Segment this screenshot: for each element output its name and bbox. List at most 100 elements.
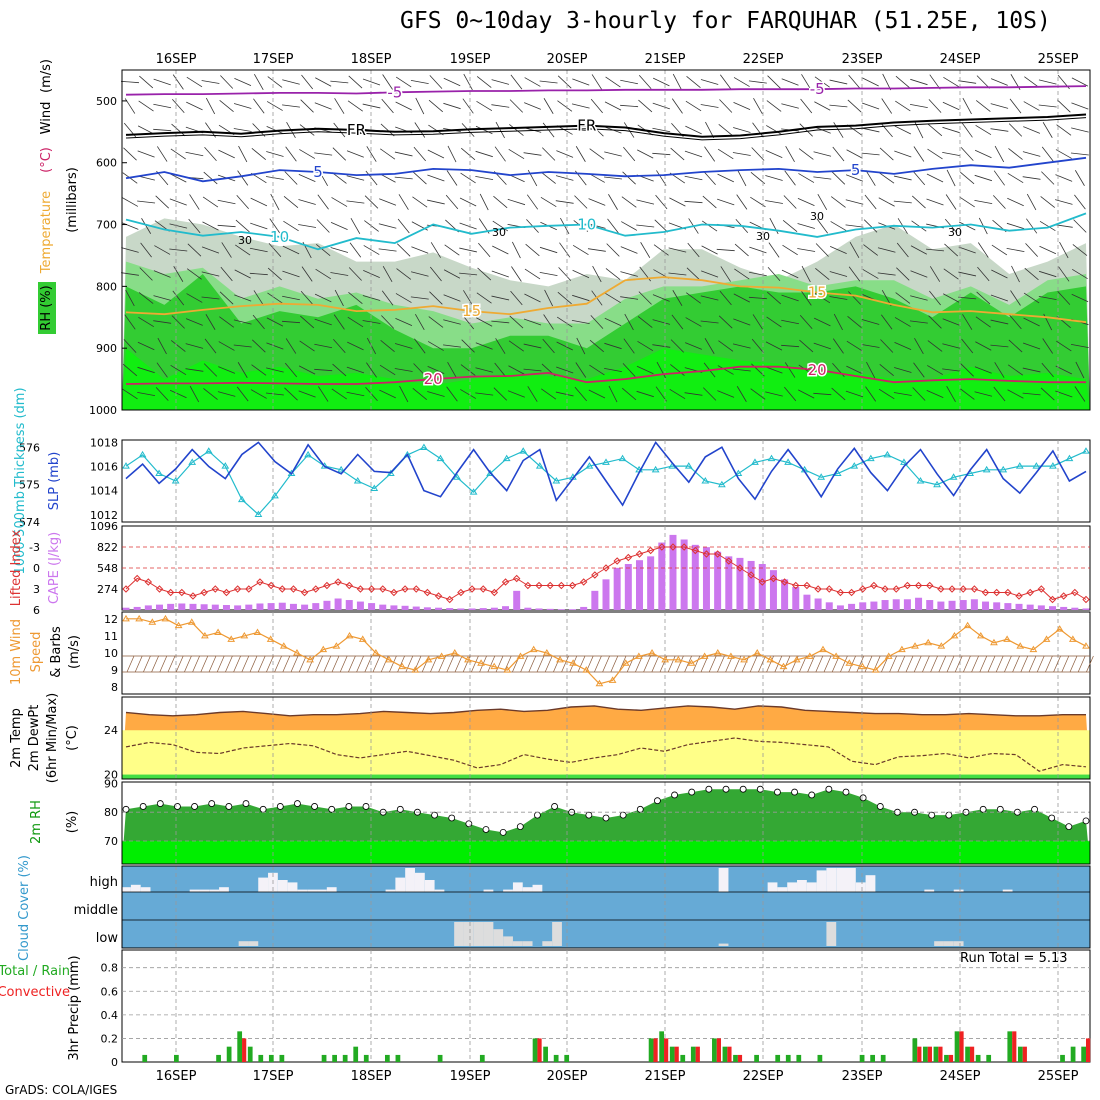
thickness-marker: [171, 477, 180, 484]
cape-bar: [881, 600, 889, 610]
wind-barb: [219, 291, 234, 305]
wind-barb: [636, 365, 654, 375]
wind-barb: [137, 200, 156, 204]
wind-barb: [217, 391, 236, 397]
wind-barb: [157, 337, 167, 355]
low-cloud-bar: [454, 922, 464, 946]
high-cloud-bar: [767, 882, 778, 892]
low-cloud-bar: [943, 941, 954, 946]
wind-barb: [123, 147, 137, 161]
wind-barb: [878, 388, 895, 400]
wind-barb: [702, 195, 717, 209]
wind-barb: [265, 392, 284, 396]
precip-tick-label: 0.4: [101, 1009, 119, 1022]
wind-barb: [347, 316, 364, 328]
surface-wind-barb: [331, 655, 340, 673]
wind-speed-marker: [371, 649, 380, 656]
wind-speed-marker: [332, 642, 341, 649]
wind-barb: [1023, 292, 1040, 304]
wind-speed-marker: [187, 618, 196, 625]
lifted-index-marker: [780, 578, 789, 586]
cape-bar: [323, 600, 331, 610]
lifted-index-marker: [948, 585, 956, 593]
wind-barb: [282, 295, 300, 301]
wind-barb: [330, 80, 349, 84]
pressure-tick-label: 900: [96, 342, 117, 355]
wind-barb: [479, 193, 489, 211]
wind-barb: [415, 313, 425, 331]
wind-barb: [608, 194, 618, 210]
wind-barb: [929, 266, 941, 282]
wind-barb: [380, 339, 395, 353]
wind-barb: [478, 242, 491, 258]
wind-barb: [881, 314, 893, 330]
wind-speed-marker: [924, 638, 933, 646]
lifted-index-marker: [836, 588, 845, 597]
high-cloud-bar: [1002, 889, 1013, 892]
cape-bar: [278, 602, 286, 610]
wind-barb: [733, 77, 750, 87]
wind-barb: [910, 295, 928, 301]
wind-barb: [153, 270, 171, 278]
wind-barb: [362, 295, 381, 301]
thickness-marker: [519, 447, 528, 454]
cape-bar: [167, 603, 175, 610]
wind-barb: [686, 267, 701, 281]
wind-barb: [909, 320, 928, 324]
wind-barb: [1056, 99, 1071, 113]
wind-barb: [253, 98, 265, 114]
surface-wind-barb: [577, 655, 586, 673]
thickness-marker: [751, 458, 759, 465]
wind-barb: [813, 151, 832, 157]
wind-barb: [1009, 314, 1022, 330]
wind-barb: [491, 295, 510, 301]
wind-barb: [800, 98, 813, 114]
wind-barb: [541, 147, 556, 161]
surface-wind-barb: [356, 655, 364, 673]
wind-barb: [121, 222, 139, 230]
date-label-bottom: 25SEP: [1038, 1069, 1079, 1084]
cape-bar: [1026, 604, 1034, 610]
wind-barb: [349, 242, 362, 258]
wind-barb: [234, 78, 252, 86]
wind-barb: [800, 290, 812, 306]
wind-barb: [395, 76, 412, 88]
surface-wind-barb: [946, 655, 955, 673]
wind-barb: [314, 293, 332, 303]
wind-barb: [235, 244, 251, 256]
high-cloud-bar: [532, 884, 543, 892]
lifted-index-marker: [222, 588, 231, 597]
date-label-bottom: 20SEP: [547, 1069, 588, 1084]
wind-barb: [1022, 151, 1041, 157]
precip-convective-bar: [1012, 1031, 1017, 1062]
wind-barb: [684, 392, 703, 396]
wind-barb: [782, 219, 798, 233]
wind-barb: [557, 75, 572, 89]
wind-speed-marker: [700, 652, 709, 659]
wind-barb: [429, 291, 443, 305]
wind-barb: [604, 101, 622, 111]
wind-barb: [493, 387, 508, 401]
wind-barb: [459, 197, 477, 207]
precip-total-bar: [733, 1054, 738, 1062]
wind-barb: [608, 385, 618, 403]
wind-barb: [154, 245, 171, 255]
wind-barb: [459, 222, 477, 230]
wind-barb: [733, 318, 751, 326]
rh2-marker: [294, 800, 301, 807]
wind-barb: [395, 293, 412, 303]
wind-barb: [845, 390, 864, 398]
thickness-marker: [1082, 447, 1090, 454]
wind-barb: [217, 199, 236, 205]
wind-barb: [510, 290, 523, 306]
wind-speed-marker: [898, 645, 906, 653]
isotherm-label: 20: [424, 370, 443, 388]
wind-barb: [736, 194, 748, 210]
wind-barb: [624, 313, 634, 331]
wind-speed-marker: [529, 645, 538, 653]
wind-barb: [122, 388, 138, 400]
cape-bar: [948, 600, 956, 610]
wind-barb: [428, 99, 444, 113]
low-cloud-bar: [248, 941, 259, 946]
cape-bar: [993, 602, 1001, 610]
